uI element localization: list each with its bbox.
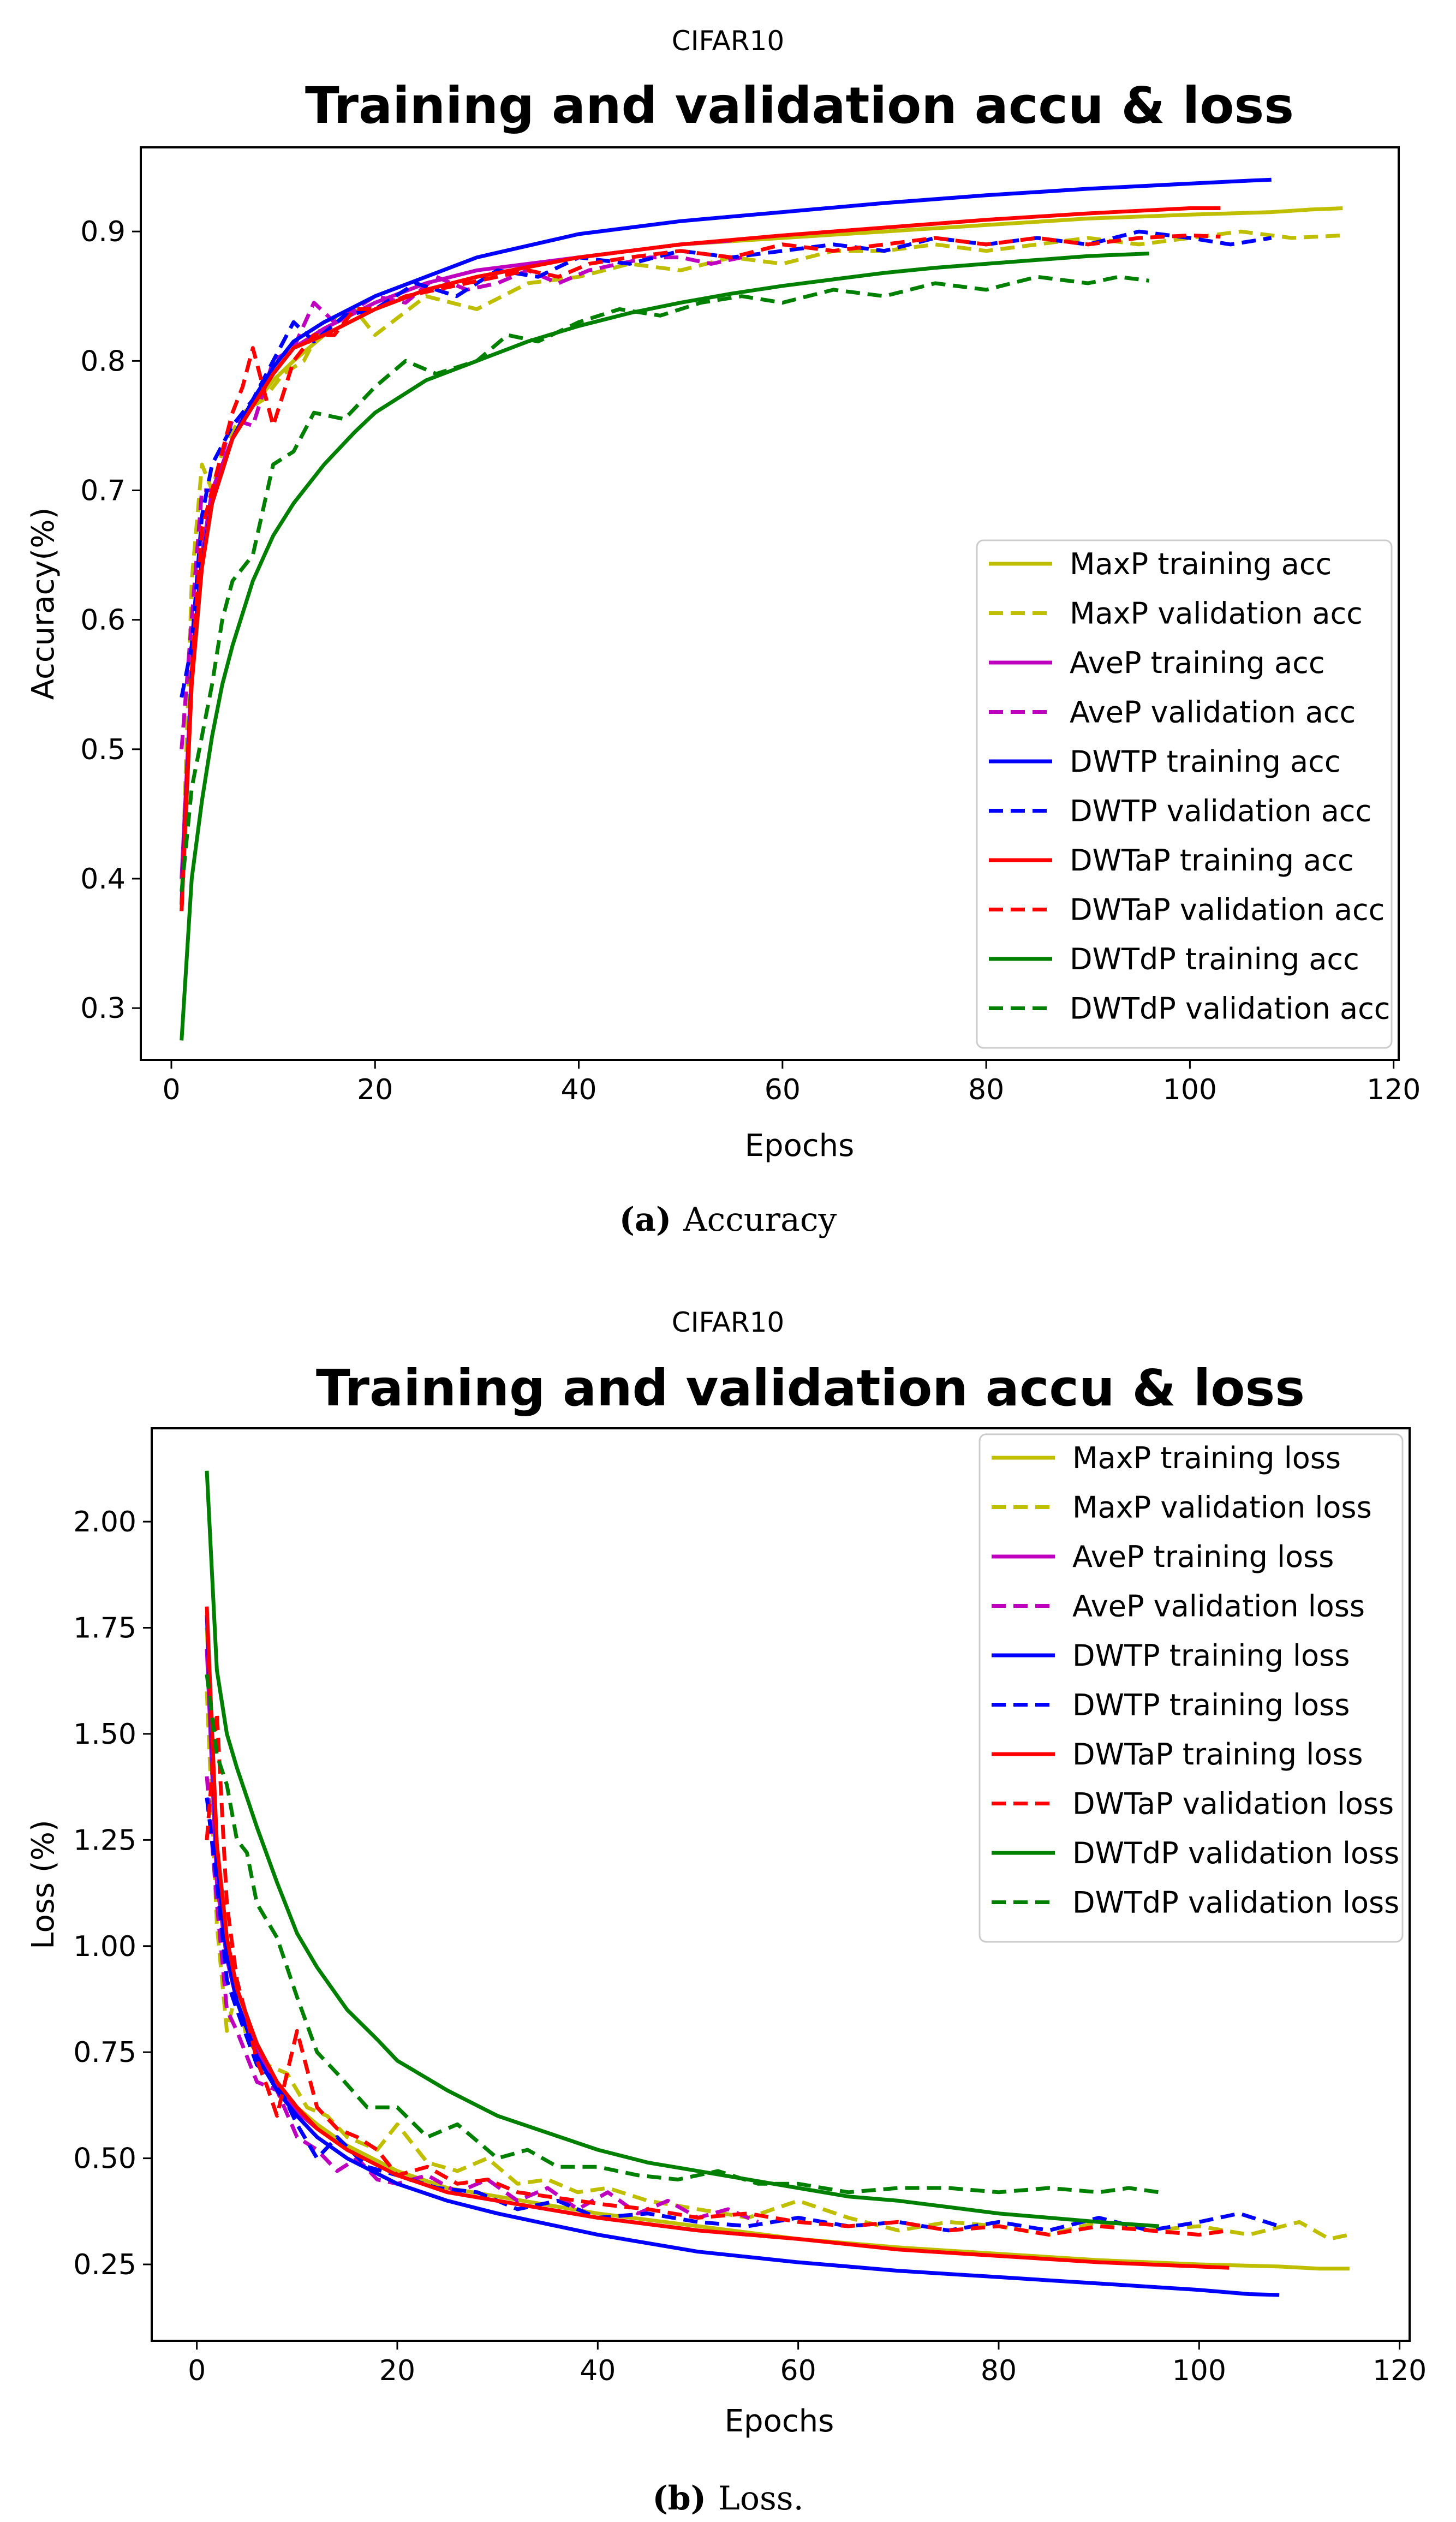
accuracy-ylabel: Accuracy(%) xyxy=(26,508,61,700)
loss-caption-text: Loss. xyxy=(718,2479,804,2518)
loss-ytick-label: 1.25 xyxy=(73,1824,136,1857)
accuracy-legend: MaxP training acc MaxP validation acc AveP… xyxy=(976,539,1393,1049)
loss-chart: CIFAR10 Training and validation accu & l… xyxy=(26,1307,1427,2518)
accuracy-series-line-9 xyxy=(180,275,1150,892)
loss-legend-label: MaxP training loss xyxy=(1072,1441,1341,1475)
accuracy-ytick-label: 0.3 xyxy=(80,992,126,1025)
accuracy-plot-frame xyxy=(140,146,1400,1061)
loss-legend-label: AveP validation loss xyxy=(1072,1589,1365,1624)
accuracy-xtick-label: 20 xyxy=(357,1074,393,1106)
loss-xlabel: Epochs xyxy=(725,2404,834,2439)
accuracy-ytick-label: 0.9 xyxy=(80,216,126,248)
accuracy-series-line-5 xyxy=(180,229,1272,698)
loss-legend-label: DWTP training loss xyxy=(1072,1688,1350,1722)
accuracy-series-line-7 xyxy=(180,233,1221,911)
accuracy-ytick-label: 0.6 xyxy=(80,604,126,637)
accuracy-caption: (a) Accuracy xyxy=(619,1201,837,1239)
loss-ytick-label: 2.00 xyxy=(73,1506,136,1539)
loss-ytick-label: 0.75 xyxy=(73,2036,136,2069)
accuracy-legend-label: DWTaP training acc xyxy=(1070,843,1354,878)
accuracy-legend-label: DWTaP validation acc xyxy=(1070,893,1385,927)
loss-series-line-8 xyxy=(205,1470,1160,2228)
loss-chart-suptitle: CIFAR10 xyxy=(672,1307,784,1338)
accuracy-xtick-label: 80 xyxy=(968,1074,1004,1106)
loss-series-line-1 xyxy=(205,1691,1350,2241)
loss-xtick-label: 100 xyxy=(1172,2354,1226,2387)
loss-legend: MaxP training loss MaxP validation loss Av… xyxy=(978,1433,1404,1943)
loss-ytick-label: 1.50 xyxy=(73,1718,136,1751)
loss-legend-label: AveP training loss xyxy=(1072,1540,1334,1574)
loss-xtick-label: 60 xyxy=(780,2354,816,2387)
accuracy-legend-label: AveP training acc xyxy=(1070,646,1325,680)
loss-xtick-label: 20 xyxy=(379,2354,415,2387)
accuracy-ytick-label: 0.7 xyxy=(80,474,126,507)
loss-legend-label: MaxP validation loss xyxy=(1072,1490,1372,1525)
loss-ytick-label: 0.50 xyxy=(73,2143,136,2175)
loss-series-line-7 xyxy=(205,1710,1230,2237)
accuracy-ytick-label: 0.5 xyxy=(80,734,126,766)
accuracy-xtick-label: 100 xyxy=(1163,1074,1217,1106)
loss-series-line-6 xyxy=(205,1606,1230,2270)
loss-xtick-label: 40 xyxy=(580,2354,616,2387)
loss-ytick-label: 1.00 xyxy=(73,1930,136,1963)
loss-series-line-4 xyxy=(205,1615,1280,2297)
loss-xtick-label: 80 xyxy=(981,2354,1017,2387)
accuracy-xtick-label: 40 xyxy=(560,1074,596,1106)
loss-legend-label: DWTaP validation loss xyxy=(1072,1787,1394,1821)
accuracy-legend-label: MaxP training acc xyxy=(1070,547,1332,581)
loss-plot-frame xyxy=(151,1427,1411,2342)
accuracy-xtick-label: 60 xyxy=(765,1074,801,1106)
accuracy-legend-label: AveP validation acc xyxy=(1070,695,1356,730)
accuracy-legend-label: DWTP validation acc xyxy=(1070,794,1371,828)
accuracy-xtick-label: 120 xyxy=(1367,1074,1421,1106)
accuracy-caption-label: (a) xyxy=(619,1201,672,1239)
accuracy-legend-label: MaxP validation acc xyxy=(1070,597,1363,631)
accuracy-legend-label: DWTP training acc xyxy=(1070,744,1341,779)
accuracy-ytick-label: 0.4 xyxy=(80,863,126,896)
loss-xtick-label: 0 xyxy=(188,2354,206,2387)
accuracy-legend-box xyxy=(976,539,1393,1049)
accuracy-xlabel: Epochs xyxy=(745,1128,855,1164)
accuracy-series-lines xyxy=(180,177,1343,1041)
accuracy-chart: CIFAR10 Training and validation accu & l… xyxy=(26,25,1421,1239)
accuracy-xtick-label: 0 xyxy=(162,1074,180,1106)
accuracy-chart-suptitle: CIFAR10 xyxy=(672,25,784,57)
loss-caption: (b) Loss. xyxy=(652,2479,803,2518)
loss-chart-title: Training and validation accu & loss xyxy=(316,1359,1305,1417)
accuracy-legend-label: DWTdP training acc xyxy=(1070,942,1359,976)
loss-xtick-label: 120 xyxy=(1373,2354,1427,2387)
loss-legend-label: DWTP training loss xyxy=(1072,1638,1350,1673)
loss-ticks: 0 20 40 60 80 100 120 0.25 0.50 0.75 1.00 1.25 1.50 1… xyxy=(73,1506,1427,2387)
loss-legend-label: DWTaP training loss xyxy=(1072,1737,1363,1772)
accuracy-ytick-label: 0.8 xyxy=(80,345,126,378)
accuracy-ticks: 0 20 40 60 80 100 120 0.3 0.4 0.5 0.6 0.7 0.8 0.9 xyxy=(80,216,1421,1106)
loss-series-lines xyxy=(205,1470,1350,2297)
loss-ylabel: Loss (%) xyxy=(26,1820,61,1949)
loss-caption-label: (b) xyxy=(652,2479,706,2518)
loss-series-line-9 xyxy=(205,1674,1160,2195)
loss-legend-label: DWTdP validation loss xyxy=(1072,1836,1399,1870)
loss-ytick-label: 0.25 xyxy=(73,2249,136,2281)
accuracy-caption-text: Accuracy xyxy=(683,1201,837,1239)
accuracy-legend-items: MaxP training acc MaxP validation acc AveP… xyxy=(989,547,1390,1026)
loss-legend-items: MaxP training loss MaxP validation loss Av… xyxy=(992,1441,1399,1920)
accuracy-chart-title: Training and validation accu & loss xyxy=(305,76,1294,135)
loss-legend-box xyxy=(978,1433,1404,1943)
accuracy-legend-label: DWTdP validation acc xyxy=(1070,992,1390,1026)
loss-legend-label: DWTdP validation loss xyxy=(1072,1886,1399,1920)
loss-ytick-label: 1.75 xyxy=(73,1612,136,1645)
